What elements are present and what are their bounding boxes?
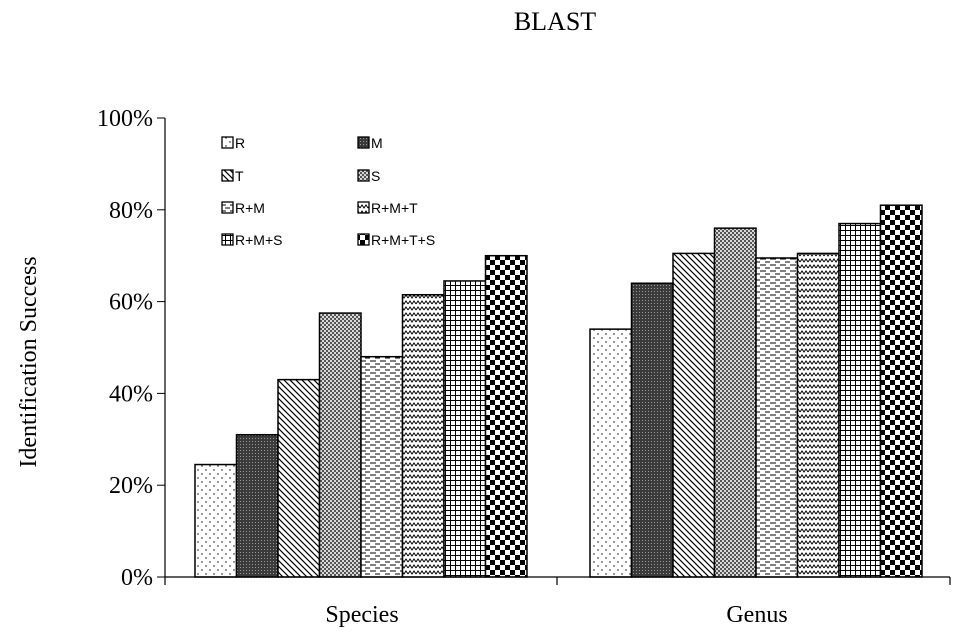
legend-swatch: [221, 136, 234, 149]
bar-species-r: [194, 463, 238, 578]
y-tick-label: 40%: [109, 381, 153, 407]
bar-genus-m: [630, 282, 674, 578]
bar-genus-r-m: [755, 257, 799, 578]
legend-label: M: [371, 135, 383, 151]
legend-swatch: [357, 136, 370, 149]
bar-genus-t: [672, 252, 716, 578]
bar-genus-r-m-s: [838, 222, 882, 578]
legend-label: R+M+T: [371, 200, 418, 216]
bar-species-s: [318, 312, 362, 578]
bar-genus-r-m-t: [796, 252, 840, 578]
y-axis-label: Identification Success: [16, 256, 42, 467]
legend-swatch: [221, 201, 234, 214]
x-axis-categories: Species Genus: [325, 602, 787, 628]
x-category-label: Species: [325, 602, 398, 628]
legend-label: T: [235, 168, 244, 184]
axes: [164, 118, 951, 585]
legend-label: R+M: [235, 200, 265, 216]
bar-species-r-m: [360, 355, 404, 578]
y-tick-label: 80%: [109, 198, 153, 224]
legend: R M T S R+M R+M+T R+M+S R+M+T+S: [221, 135, 435, 248]
legend-label: R: [235, 135, 245, 151]
y-tick-label: 100%: [97, 106, 153, 132]
legend-swatch: [357, 233, 370, 246]
legend-swatch: [221, 169, 234, 182]
bar-species-r-m-s: [443, 280, 487, 578]
legend-swatch: [357, 201, 370, 214]
legend-label: S: [371, 168, 380, 184]
bar-species-r-m-t-s: [484, 254, 528, 578]
legend-swatch: [221, 233, 234, 246]
y-tick-label: 0%: [121, 565, 153, 591]
legend-label: R+M+S: [235, 232, 282, 248]
bar-genus-r-m-t-s: [879, 204, 923, 578]
bar-species-r-m-t: [401, 293, 445, 578]
y-tick-label: 20%: [109, 473, 153, 499]
y-tick-label: 60%: [109, 290, 153, 316]
bar-species-t: [277, 378, 321, 578]
x-category-label: Genus: [726, 602, 787, 628]
y-axis: 0% 20% 40% 60% 80% 100%: [97, 106, 165, 591]
bar-species-m: [235, 433, 279, 578]
bars-group: [194, 204, 923, 578]
chart-title: BLAST: [514, 7, 596, 36]
bar-genus-r: [589, 328, 633, 578]
legend-label: R+M+T+S: [371, 232, 435, 248]
legend-swatch: [357, 169, 370, 182]
bar-genus-s: [713, 227, 757, 578]
